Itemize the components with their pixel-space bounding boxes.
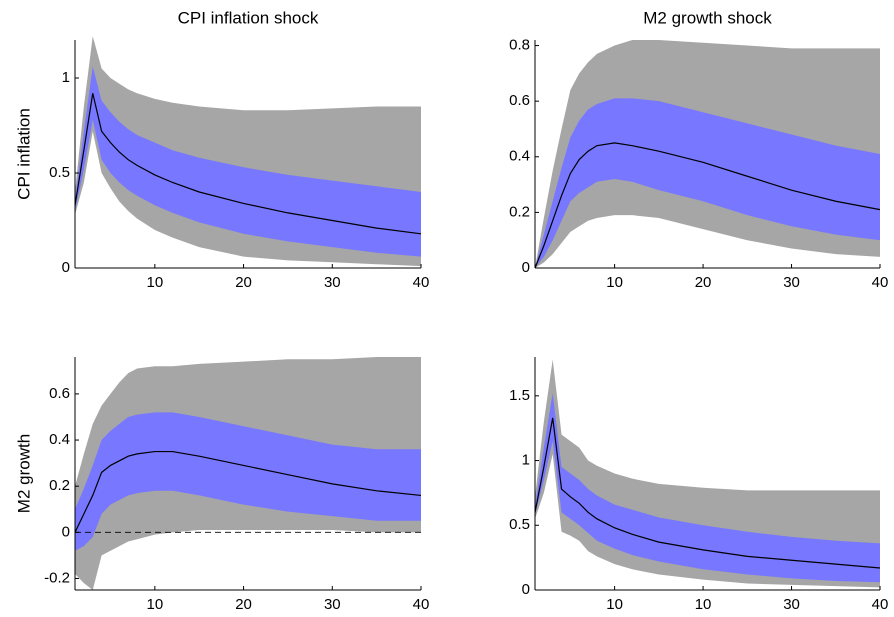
x-tick-label: 10 (695, 596, 712, 613)
confidence-band (75, 66, 421, 257)
x-tick-label: 30 (783, 274, 800, 291)
response-line (534, 142, 881, 269)
y-tick-label: 1.5 (509, 387, 530, 404)
y-tick-label: 0 (62, 259, 70, 276)
y-tick-label: 0.6 (509, 92, 530, 109)
panel-title: CPI inflation shock (178, 8, 319, 27)
x-tick-label: 40 (872, 596, 889, 613)
x-tick-label: 30 (324, 596, 341, 613)
y-tick-label: 0 (62, 523, 70, 540)
y-tick-label: 0.4 (509, 148, 530, 165)
y-tick-label: 0.2 (49, 477, 70, 494)
y-axis-label: M2 growth (14, 434, 33, 513)
y-tick-label: 0.2 (509, 203, 530, 220)
y-tick-label: -0.2 (44, 569, 70, 586)
y-tick-label: 0.8 (509, 37, 530, 54)
x-tick-label: 30 (783, 596, 800, 613)
y-tick-label: 0.5 (509, 516, 530, 533)
x-tick-label: 10 (147, 274, 164, 291)
x-tick-label: 20 (235, 596, 252, 613)
x-tick-label: 10 (147, 596, 164, 613)
response-line (534, 417, 881, 569)
y-tick-label: 0.4 (49, 431, 70, 448)
x-tick-label: 20 (695, 274, 712, 291)
response-line (74, 450, 422, 533)
x-tick-label: 40 (413, 274, 430, 291)
confidence-band (535, 393, 880, 583)
y-tick-label: 1 (522, 452, 530, 469)
y-tick-label: 0.6 (49, 385, 70, 402)
x-tick-label: 20 (235, 274, 252, 291)
y-tick-label: 0 (522, 581, 530, 598)
response-line (74, 93, 422, 235)
confidence-band (75, 412, 421, 551)
x-tick-label: 30 (324, 274, 341, 291)
panel-title: M2 growth shock (643, 8, 772, 27)
x-tick-label: 10 (606, 596, 623, 613)
x-tick-label: 10 (606, 274, 623, 291)
y-tick-label: 0.5 (49, 164, 70, 181)
x-tick-label: 40 (872, 274, 889, 291)
y-axis-label: CPI inflation (14, 108, 33, 200)
y-tick-label: 1 (62, 69, 70, 86)
x-tick-label: 40 (413, 596, 430, 613)
y-tick-label: 0 (522, 259, 530, 276)
confidence-band (535, 98, 880, 268)
